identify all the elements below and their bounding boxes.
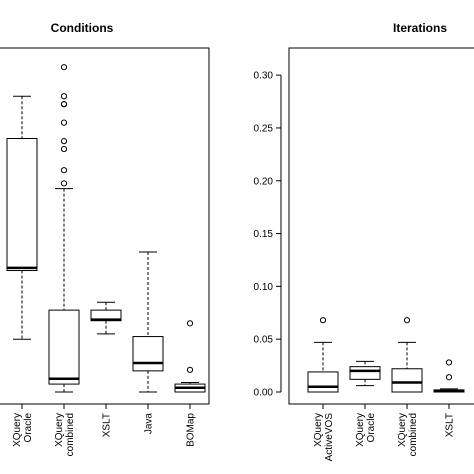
outlier-0-4-0	[186, 320, 194, 327]
y-tick-label-0: 0.00	[254, 388, 274, 399]
box-0-0	[6, 138, 38, 272]
x-tick-label-0-1: XQuerycombined	[54, 413, 76, 456]
y-tick-label-4: 0.20	[254, 176, 274, 187]
y-tick-label-1: 0.05	[254, 335, 274, 346]
outlier-1-2-0	[403, 317, 411, 324]
box-1-2	[391, 368, 423, 393]
outlier-0-1-0	[60, 64, 68, 71]
outlier-0-1-8	[60, 180, 68, 187]
plot-frame-0	[0, 47, 210, 405]
outlier-0-1-6	[60, 145, 68, 153]
outlier-0-1-7	[60, 167, 68, 174]
x-tick-label-1-2: XQuerycombined	[397, 413, 419, 456]
outlier-0-1-5	[60, 138, 68, 145]
x-tick-label-0-3: Java	[144, 413, 155, 435]
box-1-0	[307, 371, 339, 393]
y-tick-label-5: 0.25	[254, 123, 274, 134]
x-tick-label-1-1: XQueryOracle	[355, 413, 377, 447]
x-tick-label-1-0: XQueryActiveVOS	[313, 413, 335, 462]
x-tick-label-0-4: BOMap	[186, 413, 197, 447]
y-tick-label-2: 0.10	[254, 282, 274, 293]
x-tick-label-0-2: XSLT	[102, 413, 113, 437]
box-0-1	[48, 309, 80, 385]
x-tick-label-0-0: XQueryOracle	[12, 413, 34, 447]
outlier-0-1-3	[60, 101, 68, 108]
y-tick-label-3: 0.15	[254, 229, 274, 240]
outlier-0-4-1	[186, 366, 194, 373]
x-tick-label-1-3: XSLT	[445, 413, 456, 437]
plot-frame-1	[288, 47, 474, 405]
box-1-1	[349, 366, 381, 380]
outlier-0-1-4	[60, 119, 68, 126]
chart-title-0: Conditions	[51, 21, 114, 35]
outlier-1-0-0	[319, 317, 327, 324]
y-tick-label-6: 0.30	[254, 71, 274, 82]
chart-title-1: Iterations	[393, 21, 447, 35]
outlier-1-3-1	[445, 374, 453, 381]
outlier-1-3-0	[445, 359, 453, 366]
outlier-0-1-1	[60, 93, 68, 100]
box-0-3	[132, 336, 164, 372]
